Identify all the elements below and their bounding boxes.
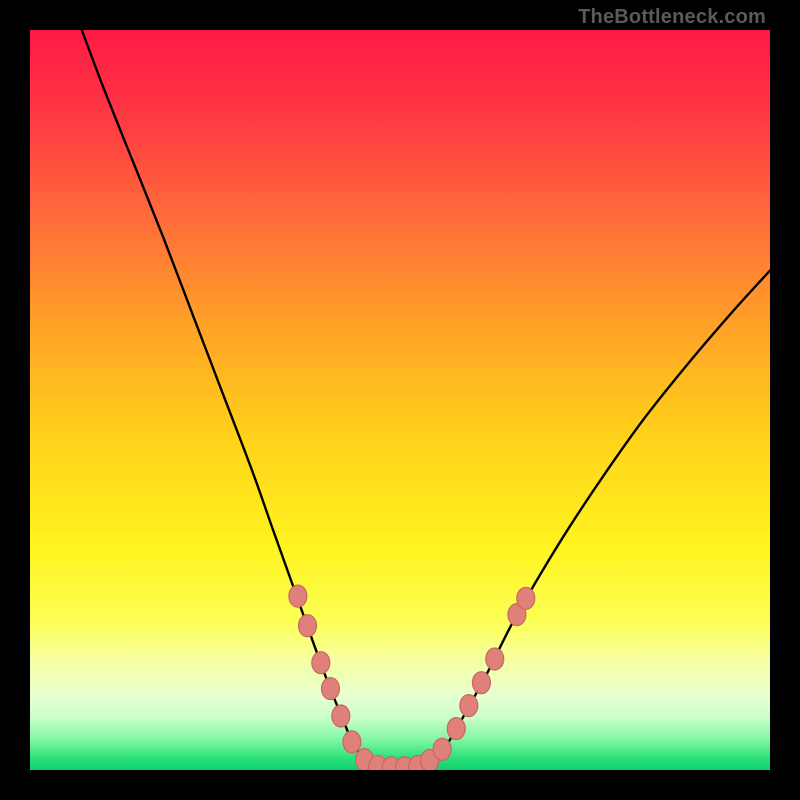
data-marker xyxy=(299,615,317,637)
plot-area xyxy=(30,30,770,770)
watermark-text: TheBottleneck.com xyxy=(578,6,766,29)
data-marker xyxy=(343,731,361,753)
plot-svg xyxy=(30,30,770,770)
data-marker xyxy=(517,587,535,609)
data-marker xyxy=(332,705,350,727)
data-marker xyxy=(472,672,490,694)
data-marker xyxy=(289,585,307,607)
data-marker xyxy=(433,738,451,760)
data-marker xyxy=(447,718,465,740)
data-marker xyxy=(486,648,504,670)
chart-frame: TheBottleneck.com xyxy=(0,0,800,800)
data-marker xyxy=(460,695,478,717)
data-marker xyxy=(321,678,339,700)
data-marker xyxy=(312,652,330,674)
